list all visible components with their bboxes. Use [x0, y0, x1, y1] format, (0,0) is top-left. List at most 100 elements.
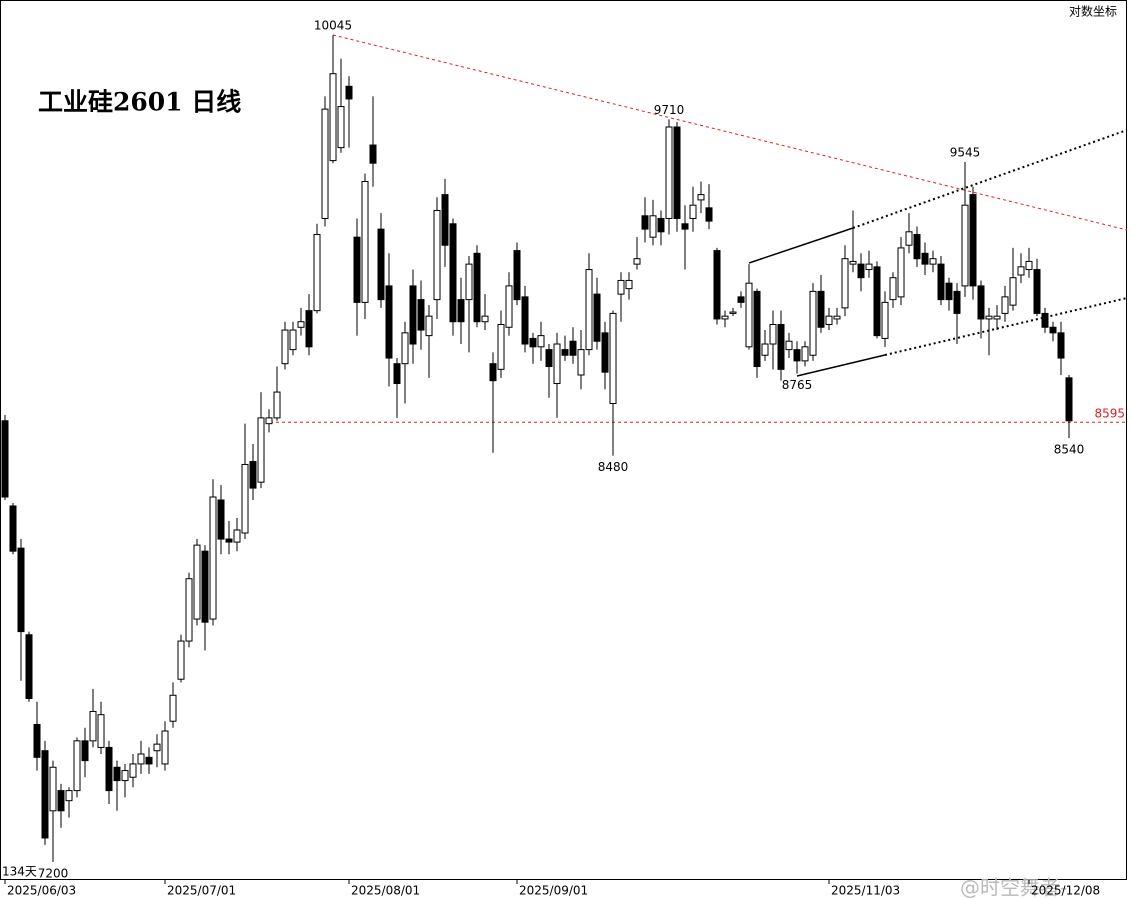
candle-body: [985, 315, 993, 320]
candle-body: [65, 790, 73, 802]
candle-body: [329, 73, 337, 162]
watermark: @时空舞者-: [960, 876, 1067, 899]
candle-body: [881, 301, 889, 339]
price-label: 7200: [38, 867, 69, 881]
candle-body: [513, 250, 521, 301]
price-label: 8765: [782, 378, 813, 392]
candle-body: [25, 634, 33, 700]
resistance-trendline: [332, 34, 1128, 231]
candle-body: [185, 578, 193, 642]
price-label: 8480: [598, 460, 629, 474]
candle-body: [465, 263, 473, 301]
candle-body: [481, 315, 489, 323]
candle-body: [617, 279, 625, 295]
candle-body: [321, 108, 329, 219]
candle-body: [161, 730, 169, 765]
candle-body: [873, 266, 881, 337]
candle-body: [41, 750, 49, 839]
candle-body: [769, 323, 777, 345]
candle-body: [177, 640, 185, 680]
candle-body: [233, 529, 241, 543]
candle-body: [305, 310, 313, 348]
candle-body: [833, 315, 841, 320]
candle-body: [9, 505, 17, 552]
candle-body: [609, 312, 617, 405]
candle-body: [1057, 332, 1065, 359]
x-tick-label: 2025/08/01: [351, 884, 420, 898]
candle-body: [785, 340, 793, 351]
candle-body: [857, 263, 865, 279]
x-tick-label: 2025/11/03: [831, 884, 900, 898]
candle-body: [201, 550, 209, 623]
candle-body: [297, 321, 305, 328]
candle-body: [17, 547, 25, 633]
channel-upper: [748, 227, 854, 264]
candle-body: [33, 723, 41, 758]
candle-body: [385, 285, 393, 359]
candle-body: [745, 282, 753, 348]
candle-body: [537, 335, 545, 348]
candle-body: [377, 228, 385, 301]
candle-body: [897, 247, 905, 298]
candle-body: [825, 315, 833, 325]
channel-lower: [796, 354, 886, 377]
candle-body: [705, 207, 713, 222]
channel-upper-extension: [852, 129, 1128, 229]
candle-body: [249, 461, 257, 489]
price-label: 8540: [1054, 443, 1085, 457]
candle-body: [681, 223, 689, 230]
candle-body: [889, 277, 897, 301]
candle-body: [441, 194, 449, 246]
candle-body: [977, 285, 985, 320]
candle-body: [737, 296, 745, 303]
price-label: 10045: [314, 19, 352, 33]
candle-body: [361, 180, 369, 303]
candle-body: [89, 710, 97, 742]
candle-body: [1065, 377, 1073, 422]
candle-body: [761, 343, 769, 356]
candle-body: [689, 204, 697, 219]
candle-body: [945, 282, 953, 301]
candle-body: [449, 223, 457, 323]
candle-body: [241, 463, 249, 534]
candle-body: [401, 332, 409, 365]
candle-body: [105, 746, 113, 792]
candle-body: [521, 296, 529, 345]
candle-body: [993, 315, 1001, 320]
candle-body: [209, 496, 217, 620]
candle-body: [593, 293, 601, 342]
candle-body: [113, 766, 121, 782]
candle-body: [289, 329, 297, 351]
candle-body: [713, 250, 721, 320]
candle-body: [217, 499, 225, 540]
candle-body: [577, 349, 585, 376]
candle-body: [97, 714, 105, 748]
candle-body: [1041, 312, 1049, 328]
candle-body: [121, 770, 129, 782]
candle-body: [585, 269, 593, 351]
price-label: 9545: [950, 145, 981, 159]
candle-body: [489, 363, 497, 382]
x-tick-label: 2025/07/01: [167, 884, 236, 898]
candle-body: [673, 126, 681, 219]
candle-body: [545, 349, 553, 368]
candle-body: [793, 349, 801, 362]
candle-body: [49, 766, 57, 812]
candle-body: [569, 340, 577, 356]
candle-body: [641, 215, 649, 230]
candle-body: [801, 346, 809, 362]
price-label: 9710: [654, 103, 685, 117]
candle-body: [81, 740, 89, 762]
candle-body: [409, 285, 417, 345]
candle-body: [281, 329, 289, 365]
candle-body: [777, 323, 785, 370]
candle-body: [457, 299, 465, 323]
candle-body: [921, 252, 929, 265]
candle-body: [929, 258, 937, 265]
candle-body: [649, 215, 657, 238]
candle-body: [865, 263, 873, 271]
candle-body: [273, 391, 281, 419]
candle-body: [657, 217, 665, 233]
